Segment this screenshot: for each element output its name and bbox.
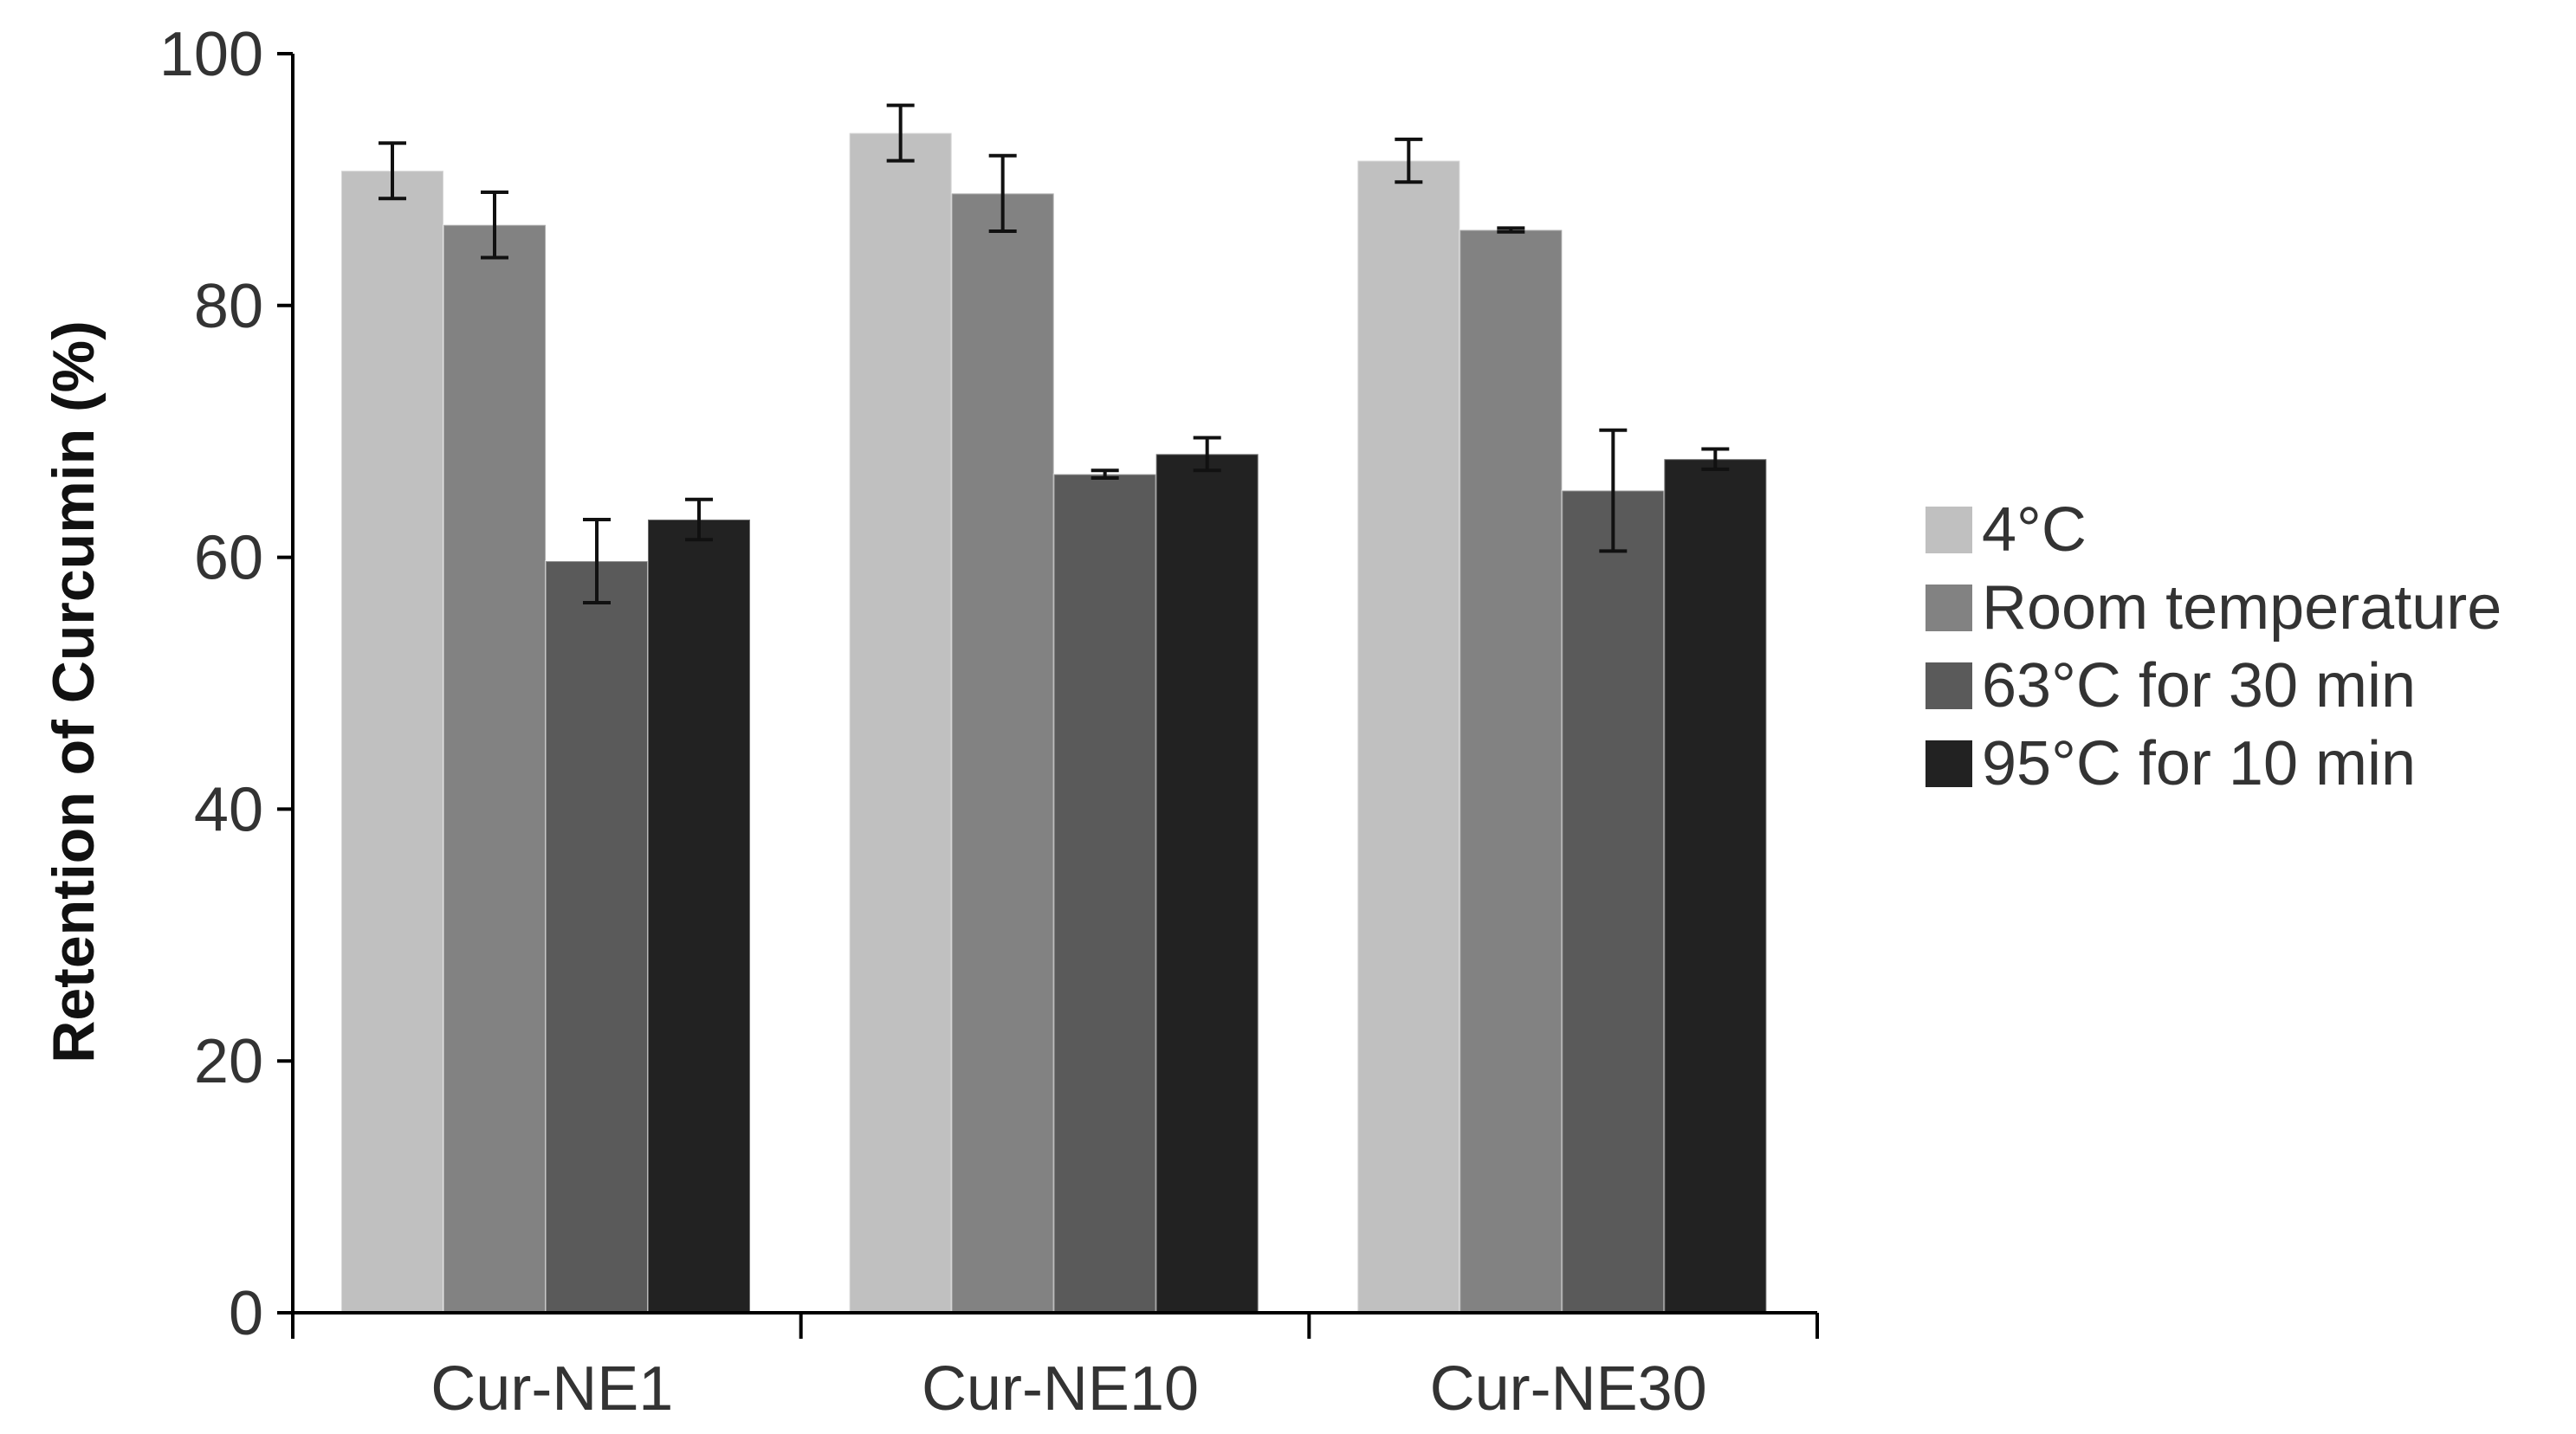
y-tick-label: 80 <box>194 272 263 341</box>
x-category-label: Cur-NE1 <box>430 1354 673 1424</box>
bar <box>1459 229 1563 1314</box>
legend-label: 63°C for 30 min <box>1982 651 2416 720</box>
bars-layer <box>340 132 1768 1314</box>
bar <box>1663 458 1768 1314</box>
legend-swatch <box>1924 505 1974 555</box>
x-category-label: Cur-NE30 <box>1430 1354 1707 1424</box>
error-bars-layer <box>379 103 1730 604</box>
legend-swatch <box>1924 739 1974 789</box>
legend-swatch <box>1924 583 1974 633</box>
bar <box>545 559 649 1314</box>
legend: 4°C Room temperature 63°C for 30 min 95°C f… <box>1924 495 2502 798</box>
bar <box>1052 473 1157 1314</box>
bar <box>443 223 547 1314</box>
y-ticks: 0 20 40 60 80 100 <box>159 20 293 1348</box>
x-category-labels: Cur-NE1 Cur-NE10 Cur-NE30 <box>291 1313 1819 1424</box>
y-tick-label: 20 <box>194 1027 263 1096</box>
bar <box>848 132 953 1314</box>
bar <box>1356 159 1461 1314</box>
y-tick-label: 0 <box>229 1279 263 1348</box>
y-tick-label: 40 <box>194 775 263 844</box>
bar <box>950 192 1055 1314</box>
x-category-label: Cur-NE10 <box>922 1354 1199 1424</box>
y-axis-title: Retention of Curcumin (%) <box>41 320 107 1063</box>
legend-label: 4°C <box>1982 495 2087 565</box>
legend-label: 95°C for 10 min <box>1982 729 2416 798</box>
axes-layer <box>291 54 1817 1314</box>
y-tick-label: 60 <box>194 524 263 593</box>
legend-swatch <box>1924 661 1974 711</box>
bar <box>340 170 444 1314</box>
y-tick-label: 100 <box>159 20 263 89</box>
bar <box>1155 453 1259 1314</box>
legend-label: Room temperature <box>1982 573 2502 643</box>
bar <box>647 518 751 1314</box>
bar <box>1561 489 1666 1314</box>
